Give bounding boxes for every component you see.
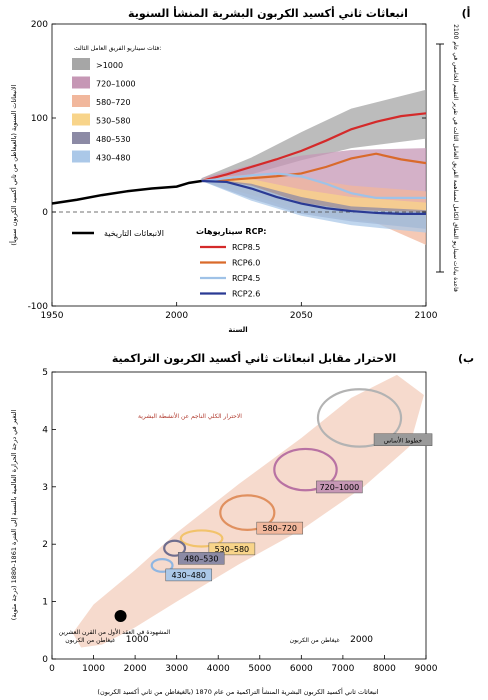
side-bracket-label: قاعدة بيانات سيناريو النطاق الكامل لمساه… [452, 24, 459, 292]
y-tick-label: 2 [42, 540, 48, 550]
ellipse-label: 430–480 [171, 571, 206, 580]
line-rcp2-6 [201, 179, 426, 215]
ellipse-label: 580–720 [262, 524, 297, 533]
x-tick-label: 2000 [124, 664, 147, 674]
line-rcp4-5 [201, 172, 426, 199]
x-tick-label: 1000 [82, 664, 105, 674]
x-tick-label: 4000 [207, 664, 230, 674]
x-tick-label: 9000 [415, 664, 438, 674]
line-rcp6-0 [201, 152, 427, 183]
ellipse-label-box [316, 480, 363, 494]
historical-legend-label: الانبعاثات التاريخية [104, 229, 164, 238]
ellipse-720-1000 [273, 447, 338, 492]
y-tick-label: -100 [28, 302, 49, 312]
ellipse-label: خطوط الأساس [384, 437, 423, 445]
y-tick-label: 200 [31, 20, 48, 30]
panel-b-ylabel: التغير في درجة الحرارة العالمية بالنسبة … [10, 410, 18, 621]
x-tick-label: 8000 [373, 664, 396, 674]
band-legend-label: >1000 [96, 61, 123, 70]
ellipse-label-box [208, 542, 256, 556]
x-tick-label: 1950 [41, 311, 64, 321]
ellipse-label: 720–1000 [320, 483, 360, 492]
panel-b-plot: خطوط الأساس 720–1000 580–720 530–580480–530… [42, 368, 437, 674]
ellipse- [316, 388, 403, 448]
x-tick-label: 3000 [165, 664, 188, 674]
observed-label: المشهودة في العقد الأول من القرن العشرين [59, 628, 171, 636]
ellipse-label: 480–530 [184, 554, 219, 563]
x-tick-label: 6000 [290, 664, 313, 674]
y-tick-label: 5 [42, 368, 48, 378]
panel-a-ticks: 1950 2000 2050 2100 -100 0 100 200 [28, 20, 438, 321]
rcp-legend-label: RCP4.5 [232, 274, 260, 283]
band-legend-swatch [72, 132, 90, 144]
band-legend-swatch [72, 76, 90, 89]
rcp-legend-label: RCP6.0 [232, 259, 260, 268]
panel-a-lines [51, 112, 427, 215]
historical-legend: الانبعاثات التاريخية [72, 229, 164, 238]
panel-a-xlabel: السنة [228, 326, 247, 334]
line-rcp8-5 [201, 112, 427, 183]
ellipse-580-720 [219, 494, 276, 531]
scale-label: 2000 [350, 635, 373, 645]
y-tick-label: 100 [31, 114, 48, 124]
panel-b-ellipses: خطوط الأساس 720–1000 580–720 530–580480–530… [150, 388, 433, 582]
band-1000 [201, 89, 426, 181]
plume-label: الاحترار الكلي الناجم عن الأنشطة البشرية [138, 412, 242, 420]
x-tick-label: 2100 [415, 311, 438, 321]
ellipse-label-box [177, 552, 225, 565]
x-tick-label: 2000 [165, 311, 188, 321]
y-tick-label: 0 [42, 655, 48, 665]
ellipse-label-box [373, 433, 433, 446]
band-legend-swatch [72, 95, 90, 107]
panel-b-title: الاحترار مقابل انبعاثات ثاني أكسيد الكرب… [112, 351, 396, 365]
scale-label: 1000 [126, 635, 149, 645]
band-legend-label: 530–580 [96, 117, 131, 126]
ellipse-480-530 [163, 539, 187, 557]
ellipse-label: 530–580 [215, 545, 250, 554]
y-tick-label: 0 [42, 208, 48, 218]
scale-label-unit: غيغاطن من الكربون [290, 637, 340, 644]
rcp-legend-label: RCP2.6 [232, 290, 260, 299]
panel-a-label: (أ [462, 6, 471, 20]
band-legend: فئات سيناريو الفريق العامل الثالث: >1000… [72, 45, 161, 163]
warming-plume [72, 374, 424, 648]
x-tick-label: 5000 [248, 664, 271, 674]
panel-a-title: انبعاثات ثاني أكسيد الكربون البشرية المن… [128, 6, 408, 20]
line-historical [51, 179, 202, 205]
x-tick-label: 0 [49, 664, 55, 674]
rcp-legend-label: RCP8.5 [232, 243, 260, 252]
rcp-legend: سيناريوهات RCP: RCP8.5 RCP6.0 RCP4.5 RCP2.6 [196, 227, 267, 299]
band-legend-label: 720–1000 [96, 80, 136, 89]
observed-dot [114, 609, 127, 622]
y-tick-label: 4 [42, 425, 48, 435]
x-tick-label: 2050 [290, 311, 313, 321]
panel-a-ylabel: (الانبعاثات السنوية (بالغيغاطن من ثاني أ… [9, 84, 18, 245]
ellipse-430-480 [150, 558, 174, 573]
y-tick-label: 1 [42, 598, 48, 608]
band-legend-title: فئات سيناريو الفريق العامل الثالث: [74, 45, 161, 52]
panel-a-plot: 1950 2000 2050 2100 -100 0 100 200 [28, 20, 438, 321]
band-legend-swatch [72, 113, 90, 126]
band-legend-swatch [72, 150, 90, 163]
ellipse-label-box [256, 521, 304, 535]
panel-b-label: (ب [458, 352, 474, 365]
x-tick-label: 7000 [331, 664, 354, 674]
panel-b-ticks: 0 1000 2000 3000 4000 5000 6000 7000 8000 9000 0 1 2… [42, 368, 437, 674]
ellipse-530-580 [179, 529, 224, 548]
scale-labels: 1000 غيغاطن من الكربون 2000 غيغاطن من الكرب… [65, 635, 373, 645]
band-legend-swatch [72, 58, 90, 70]
band-legend-label: 580–720 [96, 98, 131, 107]
y-tick-label: 3 [42, 483, 48, 493]
side-bracket: قاعدة بيانات سيناريو النطاق الكامل لمساه… [436, 24, 459, 292]
band-legend-label: 480–530 [96, 135, 131, 144]
panel-b-xlabel: انبعاثات ثاني أكسيد الكربون البشرية المن… [97, 687, 378, 696]
rcp-legend-title: سيناريوهات RCP: [196, 227, 267, 236]
band-legend-label: 430–480 [96, 154, 131, 163]
scale-label-unit: غيغاطن من الكربون [65, 637, 115, 644]
ellipse-label-box [165, 568, 213, 582]
